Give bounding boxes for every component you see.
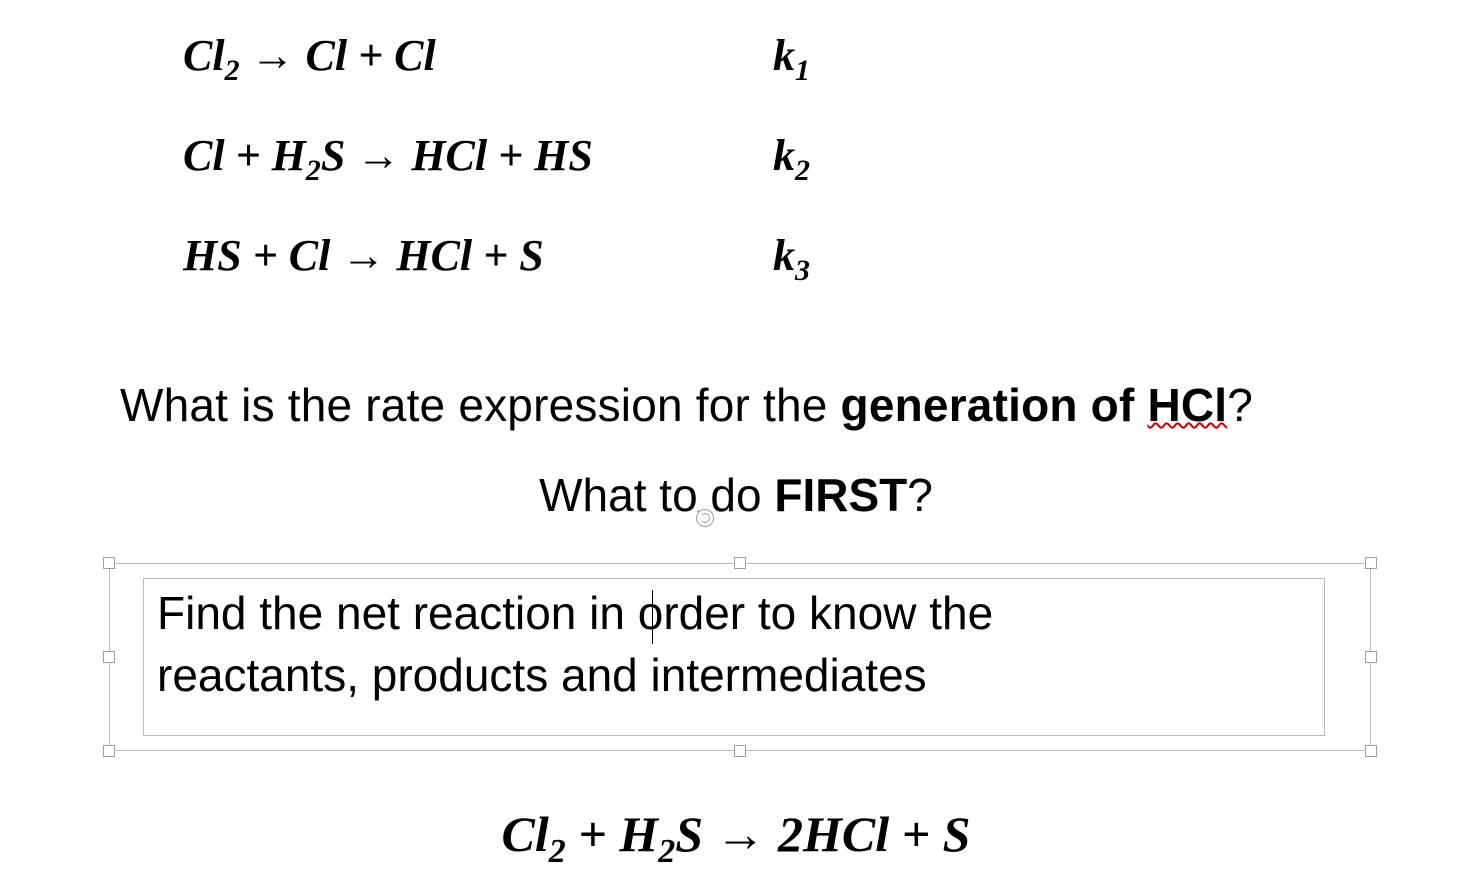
equation-1-lhs: Cl2 → Cl + Cl (183, 30, 773, 88)
selection-resize-handle[interactable] (103, 745, 115, 757)
subquestion-emphasis: FIRST (774, 469, 907, 521)
answer-text-box[interactable]: Find the net reaction in order to know t… (157, 582, 1319, 706)
equation-3-lhs: HS + Cl → HCl + S (183, 230, 773, 281)
equation-3-rate-constant: k3 (773, 230, 810, 288)
selection-resize-handle[interactable] (734, 745, 746, 757)
subquestion-prefix: What to do (539, 469, 774, 521)
sub-question: What to do FIRST? (0, 468, 1472, 522)
selection-resize-handle[interactable] (103, 651, 115, 663)
subquestion-suffix: ? (907, 469, 933, 521)
rotation-handle-icon[interactable] (696, 509, 714, 527)
answer-line-2: reactants, products and intermediates (157, 644, 1319, 706)
net-reaction-equation: Cl2 + H2S → 2HCl + S (0, 805, 1472, 871)
equation-row-3: HS + Cl → HCl + S k3 (183, 230, 1283, 288)
mechanism-equations: Cl2 → Cl + Cl k1 Cl + H2S → HCl + HS k2 … (183, 30, 1283, 329)
selection-resize-handle[interactable] (1365, 651, 1377, 663)
question-hcl-underlined: HCl (1147, 379, 1227, 431)
selection-resize-handle[interactable] (1365, 557, 1377, 569)
equation-2-rate-constant: k2 (773, 130, 810, 188)
equation-row-2: Cl + H2S → HCl + HS k2 (183, 130, 1283, 188)
selection-resize-handle[interactable] (103, 557, 115, 569)
equation-2-lhs: Cl + H2S → HCl + HS (183, 130, 773, 188)
equation-row-1: Cl2 → Cl + Cl k1 (183, 30, 1283, 88)
selection-resize-handle[interactable] (1365, 745, 1377, 757)
selection-resize-handle[interactable] (734, 557, 746, 569)
equation-1-rate-constant: k1 (773, 30, 810, 88)
answer-line-1: Find the net reaction in order to know t… (157, 582, 1319, 644)
question-emphasis: generation of (841, 379, 1148, 431)
question-suffix: ? (1227, 379, 1253, 431)
text-cursor (652, 590, 653, 644)
main-question: What is the rate expression for the gene… (120, 378, 1253, 432)
question-prefix: What is the rate expression for the (120, 379, 841, 431)
